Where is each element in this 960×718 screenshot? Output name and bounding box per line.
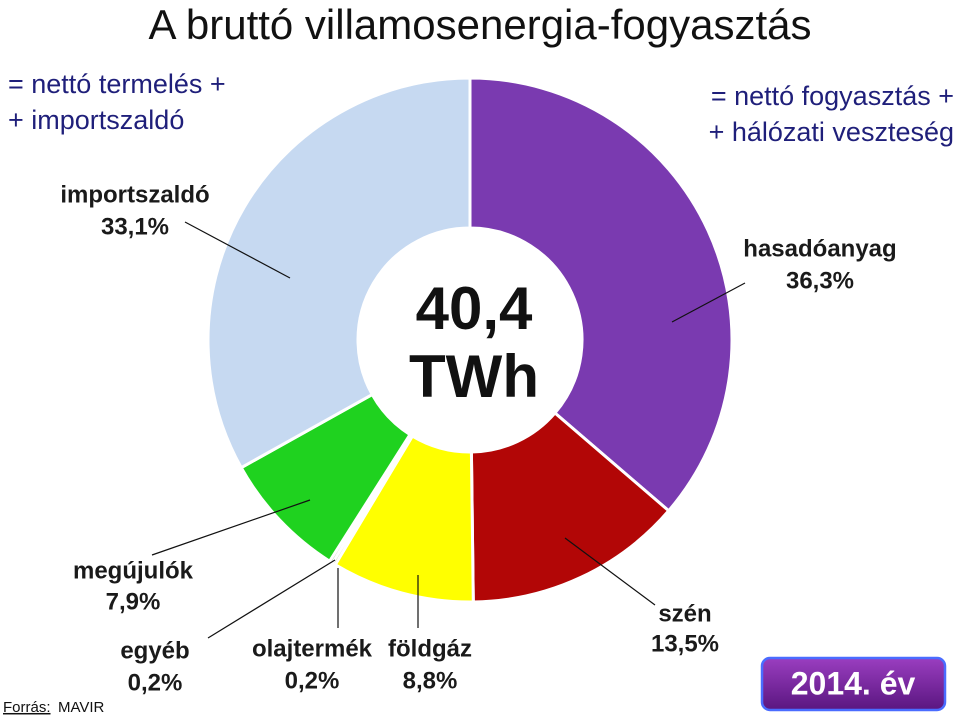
- center-unit: TWh: [409, 343, 539, 410]
- leader-line: [207, 559, 336, 639]
- slice-value: 13,5%: [651, 630, 719, 657]
- slice-label: hasadóanyag: [743, 235, 896, 262]
- chart-title: A bruttó villamosenergia-fogyasztás: [149, 1, 812, 48]
- source: MAVIR: [58, 699, 105, 716]
- leader-line: [151, 499, 311, 556]
- slice-value: 7,9%: [106, 588, 161, 615]
- slice-value: 8,8%: [403, 667, 458, 694]
- source-label: Forrás:: [3, 699, 51, 716]
- slice-value: 0,2%: [128, 669, 183, 696]
- leader-line: [564, 537, 656, 606]
- year-badge: [760, 656, 947, 712]
- center-value: 40,4: [416, 275, 533, 342]
- slice-value: 36,3%: [786, 267, 854, 294]
- annotation: + importszaldó: [8, 105, 184, 135]
- slice-value: 0,2%: [285, 667, 340, 694]
- slice-label: olajtermék: [252, 635, 373, 662]
- year-label: 2014. év: [791, 665, 916, 701]
- leader-line: [671, 282, 746, 323]
- slice-value: 33,1%: [101, 213, 169, 240]
- annotation: = nettó termelés +: [8, 69, 226, 99]
- slice-label: importszaldó: [60, 181, 209, 208]
- slice-label: szén: [658, 600, 711, 627]
- slice-label: megújulók: [73, 557, 194, 584]
- slice-label: földgáz: [388, 635, 472, 662]
- donut-hole: [358, 228, 582, 452]
- annotation: = nettó fogyasztás +: [711, 81, 954, 111]
- slice-label: egyéb: [120, 637, 189, 664]
- annotation: + hálózati veszteség: [709, 117, 954, 147]
- leader-line: [184, 221, 291, 279]
